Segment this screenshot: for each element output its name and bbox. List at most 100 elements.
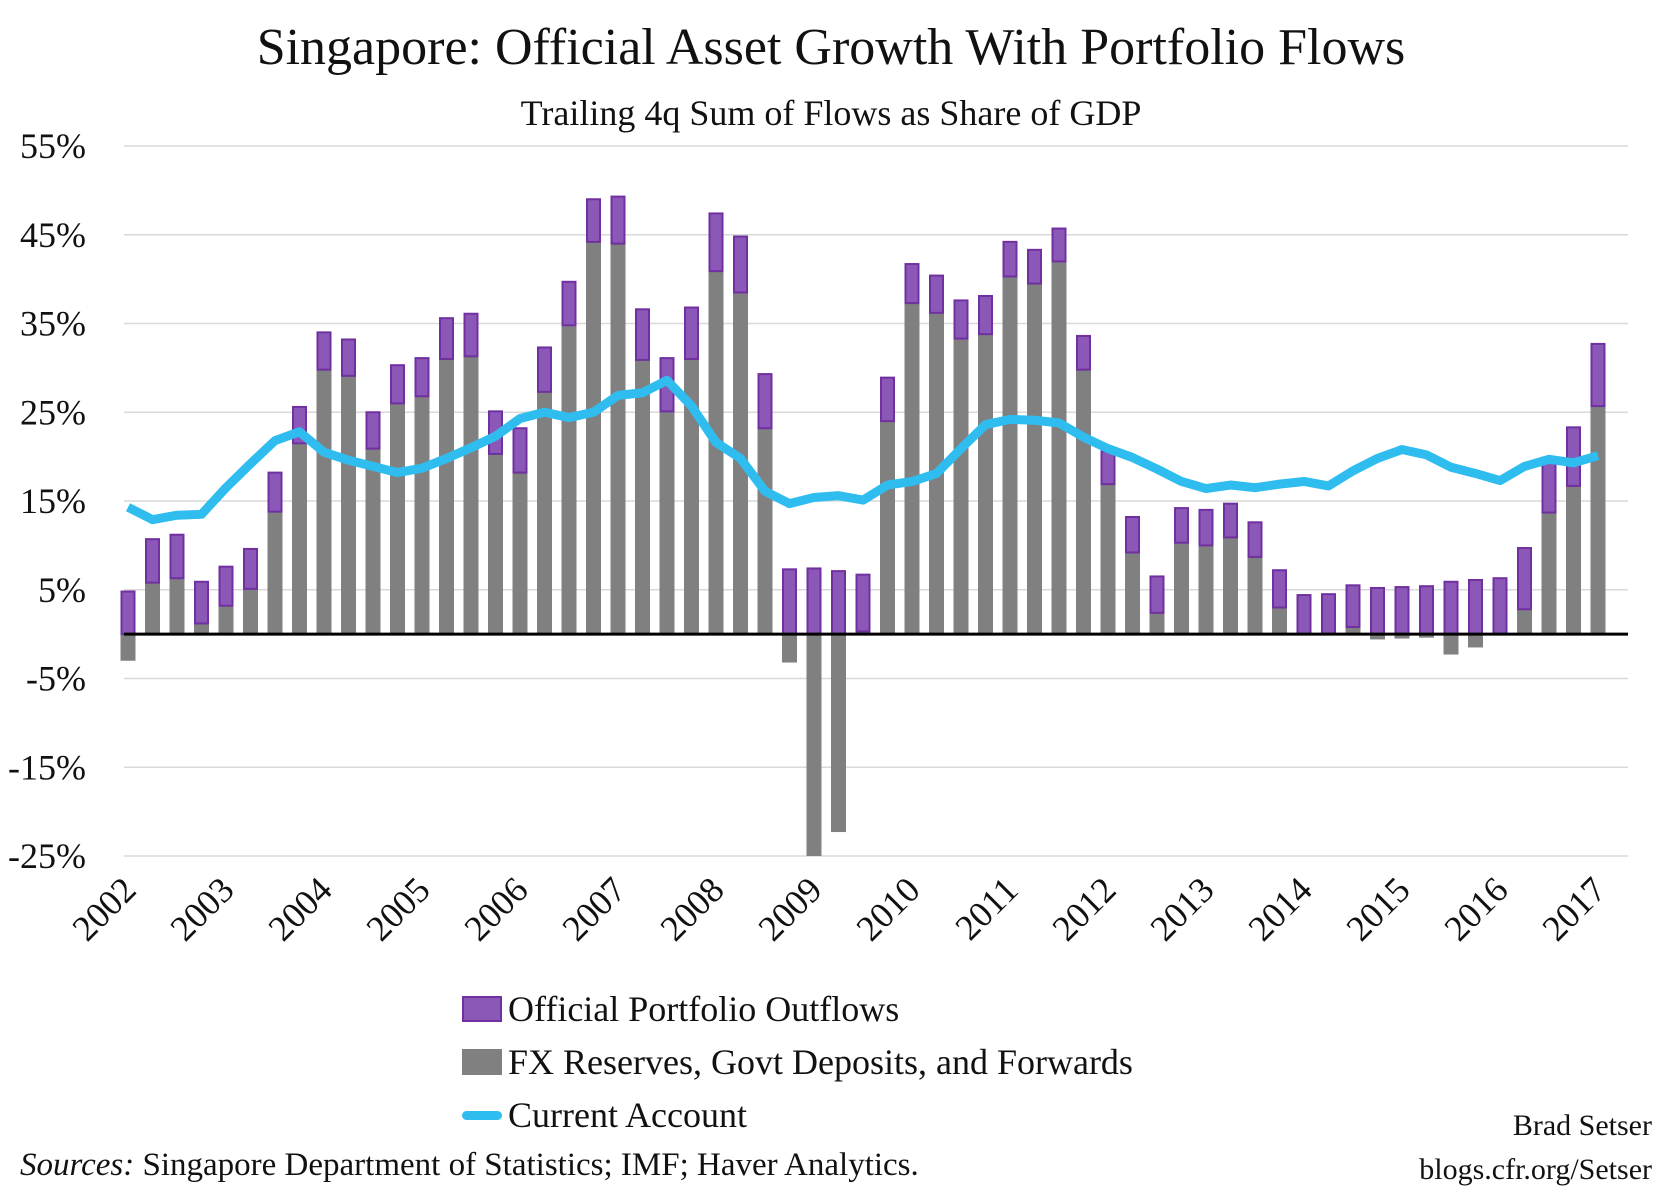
- bar-portfolio-outflows: [463, 312, 479, 358]
- bar-fx-reserves: [463, 356, 479, 635]
- bar-portfolio-outflows: [218, 565, 234, 607]
- bar-portfolio-outflows: [145, 538, 160, 584]
- y-tick-label: 55%: [20, 126, 86, 166]
- bar-fx-reserves: [1223, 537, 1238, 635]
- bar-portfolio-outflows: [831, 570, 846, 636]
- bar-portfolio-outflows: [1321, 593, 1336, 636]
- bar-fx-reserves: [586, 241, 601, 635]
- y-tick-label: -5%: [26, 659, 86, 699]
- bar-portfolio-outflows: [708, 212, 724, 273]
- bar-fx-reserves: [1443, 634, 1459, 655]
- bar-portfolio-outflows: [684, 306, 699, 360]
- x-tick-label: 2005: [358, 869, 437, 948]
- author-site: blogs.cfr.org/Setser: [1419, 1153, 1652, 1186]
- bar-fx-reserves: [1100, 484, 1116, 635]
- bar-portfolio-outflows: [439, 317, 454, 360]
- x-tick-label: 2012: [1044, 869, 1123, 948]
- bar-portfolio-outflows: [1174, 507, 1189, 544]
- bar-fx-reserves: [1198, 545, 1214, 635]
- y-tick-label: 35%: [20, 304, 86, 344]
- bar-portfolio-outflows: [1590, 342, 1606, 408]
- bar-portfolio-outflows: [1149, 575, 1165, 614]
- x-tick-label: 2010: [848, 869, 927, 948]
- x-tick-label: 2009: [750, 869, 829, 948]
- bar-portfolio-outflows: [978, 294, 993, 336]
- bar-portfolio-outflows: [1051, 227, 1067, 263]
- bar-fx-reserves: [904, 303, 920, 635]
- legend-item-ca: Current Account: [462, 1094, 747, 1136]
- bar-fx-reserves: [267, 511, 283, 635]
- bar-portfolio-outflows: [390, 364, 405, 405]
- x-tick-label: 2006: [456, 869, 535, 948]
- y-tick-label: 25%: [20, 392, 86, 432]
- bar-portfolio-outflows: [194, 580, 209, 625]
- bar-fx-reserves: [684, 359, 699, 635]
- bar-portfolio-outflows: [929, 274, 944, 314]
- x-tick-label: 2016: [1436, 869, 1515, 948]
- bar-fx-reserves: [1590, 406, 1606, 635]
- bar-fx-reserves: [1345, 627, 1361, 635]
- bar-fx-reserves: [145, 582, 160, 635]
- bar-portfolio-outflows: [1394, 586, 1410, 636]
- bar-fx-reserves: [1394, 634, 1410, 639]
- bar-fx-reserves: [1174, 542, 1189, 635]
- bar-fx-reserves: [194, 623, 209, 635]
- bar-fx-reserves: [243, 588, 258, 635]
- bar-portfolio-outflows: [880, 376, 895, 423]
- legend-item-fx: FX Reserves, Govt Deposits, and Forwards: [462, 1041, 1133, 1083]
- chart-plot: 55% 45% 35% 25% 15% 5% -5% -15% -25%2002 2003 2004…: [8, 126, 1628, 949]
- line-current-account: [125, 375, 1600, 525]
- bar-portfolio-outflows: [1541, 456, 1557, 514]
- legend-swatch-fx: [462, 1049, 502, 1075]
- bar-portfolio-outflows: [561, 280, 577, 327]
- sources-text: Singapore Department of Statistics; IMF;…: [134, 1147, 919, 1183]
- bar-portfolio-outflows: [586, 198, 601, 243]
- bar-portfolio-outflows: [1100, 450, 1116, 486]
- bar-fx-reserves: [292, 443, 307, 635]
- legend-swatch-outflows: [462, 996, 502, 1022]
- bar-portfolio-outflows: [806, 567, 822, 636]
- bar-fx-reserves: [1076, 369, 1091, 635]
- x-tick-label: 2003: [162, 869, 241, 948]
- x-tick-label: 2004: [260, 869, 339, 948]
- bar-portfolio-outflows: [1566, 426, 1581, 487]
- bar-fx-reserves: [341, 375, 356, 635]
- x-tick-label: 2017: [1534, 869, 1613, 948]
- legend-label: FX Reserves, Govt Deposits, and Forwards: [508, 1042, 1133, 1082]
- bar-fx-reserves: [708, 271, 724, 635]
- bar-fx-reserves: [659, 411, 675, 635]
- bar-fx-reserves: [439, 359, 454, 635]
- bar-portfolio-outflows: [1296, 594, 1312, 636]
- legend-label: Current Account: [508, 1095, 747, 1135]
- bar-portfolio-outflows: [537, 346, 552, 393]
- bar-portfolio-outflows: [757, 373, 773, 430]
- y-tick-label: 5%: [38, 570, 86, 610]
- bar-fx-reserves: [757, 428, 773, 635]
- author-name: Brad Setser: [1512, 1109, 1652, 1142]
- bar-portfolio-outflows: [1027, 248, 1042, 285]
- bar-portfolio-outflows: [1198, 508, 1214, 547]
- bar-fx-reserves: [610, 243, 626, 635]
- bar-portfolio-outflows: [610, 195, 626, 245]
- bar-portfolio-outflows: [1492, 577, 1508, 636]
- bar-portfolio-outflows: [1272, 569, 1287, 609]
- bar-fx-reserves: [169, 578, 185, 635]
- x-tick-label: 2008: [652, 869, 731, 948]
- bar-fx-reserves: [365, 448, 381, 635]
- bar-fx-reserves: [880, 421, 895, 635]
- bar-fx-reserves: [1517, 609, 1532, 635]
- bar-fx-reserves: [1566, 485, 1581, 635]
- bar-portfolio-outflows: [1443, 580, 1459, 636]
- bar-fx-reserves: [218, 605, 234, 635]
- chart-subtitle: Trailing 4q Sum of Flows as Share of GDP: [520, 93, 1142, 133]
- x-tick-label: 2002: [64, 869, 143, 948]
- chart-title: Singapore: Official Asset Growth With Po…: [256, 19, 1406, 76]
- bar-portfolio-outflows: [855, 573, 871, 633]
- x-tick-label: 2011: [947, 869, 1025, 947]
- bar-fx-reserves: [831, 634, 846, 833]
- bar-portfolio-outflows: [512, 427, 528, 474]
- bar-portfolio-outflows: [1247, 521, 1263, 558]
- bar-portfolio-outflows: [904, 263, 920, 305]
- bar-portfolio-outflows: [1002, 240, 1018, 278]
- bar-portfolio-outflows: [953, 299, 969, 340]
